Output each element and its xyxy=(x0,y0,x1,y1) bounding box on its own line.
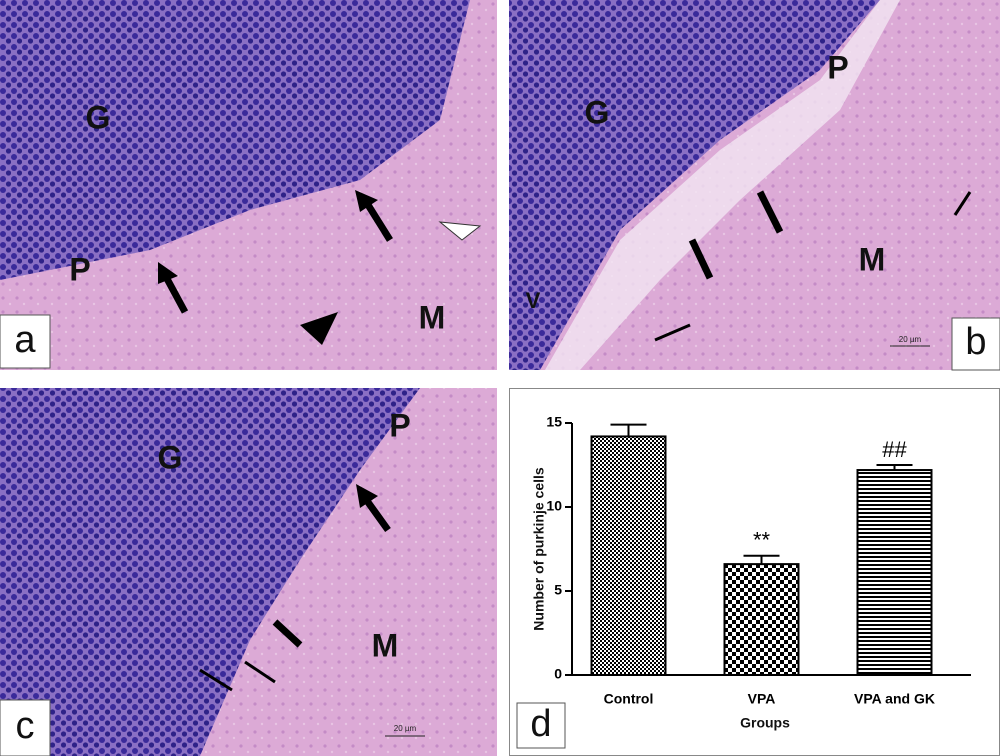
layer-label: P xyxy=(827,49,848,85)
x-tick-label: VPA xyxy=(748,691,776,707)
y-tick-label: 5 xyxy=(554,582,562,598)
panel-letter: b xyxy=(965,321,986,363)
y-tick-label: 0 xyxy=(554,666,562,682)
panel-a: G P M a xyxy=(0,0,497,370)
layer-label: M xyxy=(419,299,446,335)
y-axis-label: Number of purkinje cells xyxy=(531,467,547,631)
layer-label: M xyxy=(859,241,886,277)
bar xyxy=(723,563,800,676)
y-tick-label: 15 xyxy=(546,414,562,430)
panel-letter: a xyxy=(14,319,36,361)
layer-label: V xyxy=(526,288,541,313)
y-tick-label: 10 xyxy=(546,498,562,514)
panel-c: G P M 20 µm c xyxy=(0,388,497,756)
panel-d: Number of purkinje cells Groups d 0 5 10 15… xyxy=(509,388,1000,756)
significance-label: ## xyxy=(882,437,907,462)
bar xyxy=(856,469,933,677)
layer-label: P xyxy=(69,251,90,287)
layer-label: G xyxy=(158,439,183,475)
x-tick-label: Control xyxy=(604,691,654,707)
significance-label: ** xyxy=(753,528,771,553)
panel-letter: c xyxy=(16,705,35,747)
layer-label: P xyxy=(389,407,410,443)
x-axis-label: Groups xyxy=(740,715,790,731)
layer-label: M xyxy=(372,627,399,663)
scale-bar-label: 20 µm xyxy=(899,335,922,344)
bar xyxy=(590,435,667,676)
layer-label: G xyxy=(585,94,610,130)
x-tick-label: VPA and GK xyxy=(854,691,935,707)
panel-b: G P M V 20 µm b xyxy=(509,0,1000,371)
scale-bar-label: 20 µm xyxy=(394,724,417,733)
panel-letter: d xyxy=(530,703,551,745)
layer-label: G xyxy=(86,99,111,135)
